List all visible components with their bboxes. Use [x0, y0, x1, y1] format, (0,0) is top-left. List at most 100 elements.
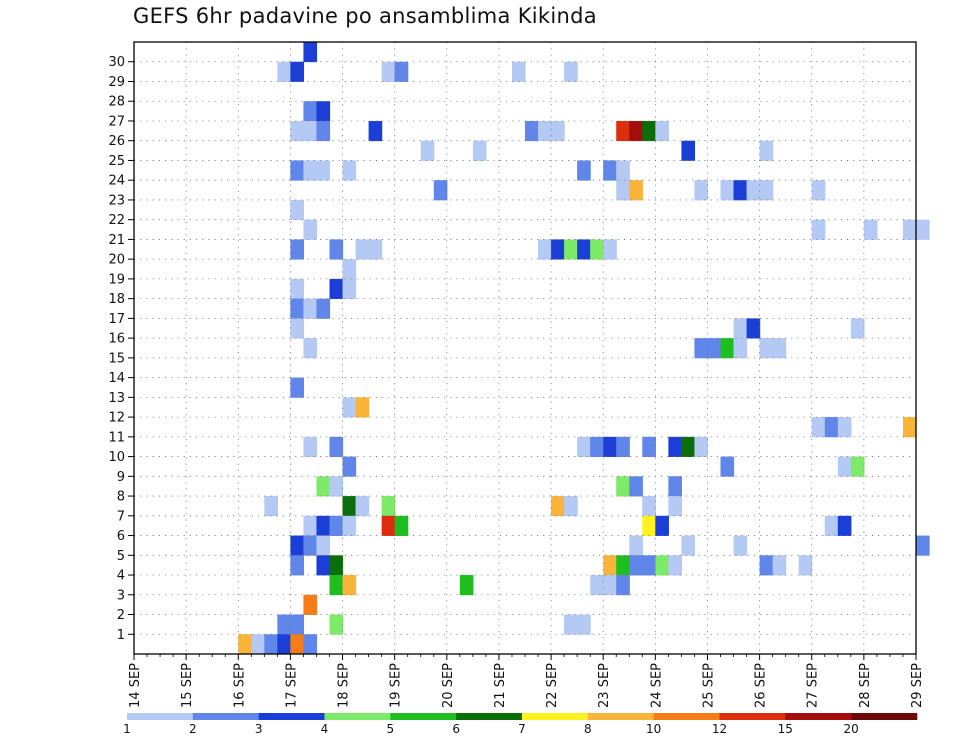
heatmap-cell: [342, 397, 357, 418]
chart-title: GEFS 6hr padavine po ansamblima Kikinda: [133, 4, 597, 28]
heatmap-cell: [381, 496, 396, 517]
heatmap-cell: [629, 535, 643, 556]
heatmap-cell: [681, 140, 696, 161]
heatmap-cell: [303, 338, 318, 359]
heatmap-cell: [342, 496, 357, 517]
heatmap-cell: [251, 634, 265, 655]
heatmap-cell: [629, 120, 643, 142]
heatmap-cell: [616, 120, 630, 142]
heatmap-cell: [863, 219, 878, 240]
x-tick-label: 16 SEP: [232, 663, 247, 708]
y-tick-label: 23: [108, 193, 125, 208]
y-tick-label: 9: [117, 470, 125, 485]
y-tick-label: 27: [108, 114, 125, 129]
heatmap-cell: [629, 555, 643, 576]
heatmap-cell: [329, 476, 344, 497]
colorbar-swatch: [851, 713, 918, 720]
heatmap-cell: [329, 575, 344, 596]
x-tick-label: 25 SEP: [701, 663, 716, 708]
heatmap-cell: [420, 140, 435, 161]
heatmap-cell: [603, 160, 617, 181]
x-tick-label: 23 SEP: [597, 663, 612, 708]
y-tick-label: 19: [108, 272, 125, 287]
heatmap-cell: [303, 436, 318, 457]
heatmap-cell: [603, 575, 617, 596]
colorbar-swatch: [127, 713, 194, 720]
heatmap-cell: [720, 456, 735, 477]
heatmap-cell: [381, 515, 396, 536]
heatmap-cell: [316, 476, 331, 497]
heatmap-cell: [551, 496, 565, 517]
y-tick-label: 14: [108, 371, 125, 386]
heatmap-cell: [798, 555, 813, 576]
heatmap-cell: [577, 614, 591, 635]
heatmap-cell: [277, 614, 291, 635]
y-tick-label: 30: [108, 55, 125, 70]
colorbar-label: 20: [844, 722, 859, 736]
heatmap-cell: [590, 575, 604, 596]
y-tick-label: 13: [108, 391, 125, 406]
y-tick-label: 1: [117, 628, 125, 643]
y-tick-label: 21: [108, 233, 125, 248]
x-tick-label: 20 SEP: [441, 663, 456, 708]
heatmap-cell: [902, 219, 917, 240]
heatmap-cell: [916, 535, 930, 556]
y-tick-label: 26: [108, 134, 125, 149]
heatmap-cell: [290, 278, 305, 300]
heatmap-cell: [746, 180, 761, 201]
y-tick-label: 12: [108, 411, 125, 426]
colorbar-swatch: [785, 713, 852, 720]
heatmap-cell: [329, 614, 344, 635]
colorbar-swatch: [719, 713, 786, 720]
heatmap-cell: [355, 397, 370, 418]
x-tick-label: 27 SEP: [806, 663, 821, 708]
heatmap-cell: [837, 456, 852, 477]
heatmap-cell: [616, 555, 630, 576]
heatmap-cell: [642, 496, 656, 517]
y-tick-label: 15: [108, 351, 125, 366]
heatmap-cell: [316, 160, 331, 181]
heatmap-cell: [733, 318, 748, 339]
x-tick-label: 19 SEP: [389, 663, 404, 708]
y-tick-label: 7: [117, 509, 125, 524]
heatmap-cell: [603, 436, 617, 457]
y-tick-label: 28: [108, 95, 125, 110]
colorbar-label: 8: [584, 722, 592, 736]
heatmap-cell: [329, 515, 344, 536]
heatmap-cell: [277, 61, 291, 82]
heatmap-cell: [551, 120, 565, 142]
heatmap-cell: [316, 515, 331, 536]
heatmap-cell: [290, 614, 305, 635]
heatmap-cell: [642, 436, 656, 457]
heatmap-cell: [681, 436, 696, 457]
x-tick-label: 22 SEP: [545, 663, 560, 708]
heatmap-cell: [668, 476, 682, 497]
heatmap-cell: [264, 634, 278, 655]
heatmap-cell: [433, 180, 448, 201]
heatmap-cell: [681, 535, 696, 556]
x-tick-label: 24 SEP: [649, 663, 664, 708]
heatmap-cell: [811, 417, 826, 438]
heatmap-cell: [707, 338, 722, 359]
heatmap-cell: [642, 555, 656, 576]
heatmap-cell: [303, 219, 318, 240]
x-tick-label: 21 SEP: [493, 663, 508, 708]
heatmap-cell: [316, 120, 331, 142]
heatmap-cell: [277, 634, 291, 655]
colorbar-label: 2: [189, 722, 197, 736]
heatmap-cell: [381, 61, 396, 82]
heatmap-cell: [564, 239, 578, 260]
heatmap-cell: [329, 436, 344, 457]
colorbar-label: 12: [712, 722, 727, 736]
y-axis-ticks: 1234567891011121314151617181920212223242…: [108, 55, 134, 643]
heatmap-cell: [694, 180, 709, 201]
heatmap-cell: [642, 120, 656, 142]
heatmap-cell: [303, 634, 318, 655]
colorbar-label: 15: [778, 722, 793, 736]
heatmap-cell: [642, 515, 656, 536]
heatmap-cell: [290, 535, 305, 556]
heatmap-cell: [811, 180, 826, 201]
heatmap-cell: [629, 180, 643, 201]
heatmap-cell: [811, 219, 826, 240]
heatmap-cell: [564, 614, 578, 635]
